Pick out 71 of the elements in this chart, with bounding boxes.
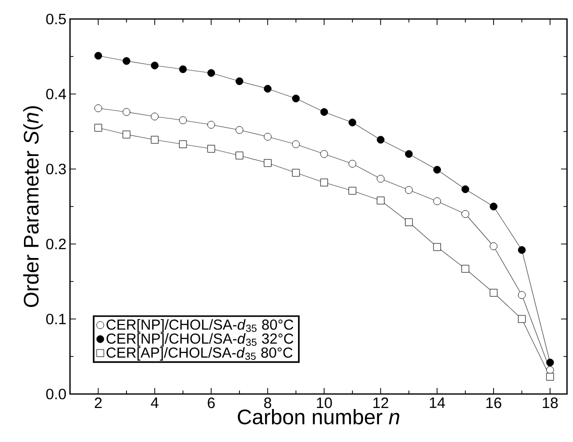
x-tick-label: 18 [542,398,558,408]
point [461,185,470,194]
point [518,291,526,299]
point [94,124,102,132]
x-tick-label: 4 [150,398,158,408]
point [264,159,272,167]
point [150,112,159,120]
point [490,242,498,250]
point [264,132,272,141]
point [207,120,216,129]
y-tick-label: 0.2 [46,238,66,250]
x-tick-label: 2 [94,398,102,408]
point [292,94,300,102]
point [122,57,130,65]
point [348,186,356,195]
point [320,108,328,116]
point [236,126,244,134]
x-axis-title: Carbon number n [238,408,400,424]
legend-label: CER[NP]/CHOL/SA-d$_{35}$ 32°C [106,333,294,347]
point [207,69,216,77]
point [94,52,102,60]
x-tick-label: 10 [316,398,332,408]
point [94,104,102,112]
point [179,65,187,74]
x-tick-label: 16 [486,398,502,408]
y-tick-label: 0.5 [46,14,66,24]
point [433,243,441,251]
point [461,264,470,273]
point [376,174,384,183]
point [264,84,272,93]
point [292,168,300,177]
y-axis-title: Order Parameter S(n) [23,106,43,308]
point [461,210,470,218]
x-tick-label: 14 [430,398,446,408]
x-tick-label: 12 [373,398,388,408]
point [236,77,244,86]
y-tick-label: 0.0 [46,388,66,400]
point [405,150,413,158]
point [490,202,498,210]
point [179,140,187,148]
point [518,246,526,254]
point [405,186,413,194]
point [546,372,554,381]
y-tick-label: 0.3 [46,164,66,174]
point [122,130,130,138]
point [150,62,159,70]
point [150,136,159,144]
point [433,166,441,174]
legend-label: CER[AP]/CHOL/SA-d$_{35}$ 80°C [106,347,292,361]
point [207,144,216,153]
point [348,160,356,168]
point [292,140,300,148]
point [546,358,554,366]
point [518,315,526,323]
point [122,108,130,116]
point [179,116,187,124]
legend-label: CER[NP]/CHOL/SA-d$_{35}$ 80°C [106,319,294,333]
point [320,178,328,186]
point [236,152,244,160]
point [433,197,441,206]
y-tick-label: 0.1 [46,314,66,324]
point [490,288,498,297]
y-tick-label: 0.4 [46,88,66,100]
point [320,150,328,158]
point [405,218,413,226]
point [376,196,384,204]
x-tick-label: 6 [208,398,215,408]
point [376,136,384,144]
point [546,366,554,374]
point [348,118,356,126]
x-tick-label: 8 [264,398,272,408]
